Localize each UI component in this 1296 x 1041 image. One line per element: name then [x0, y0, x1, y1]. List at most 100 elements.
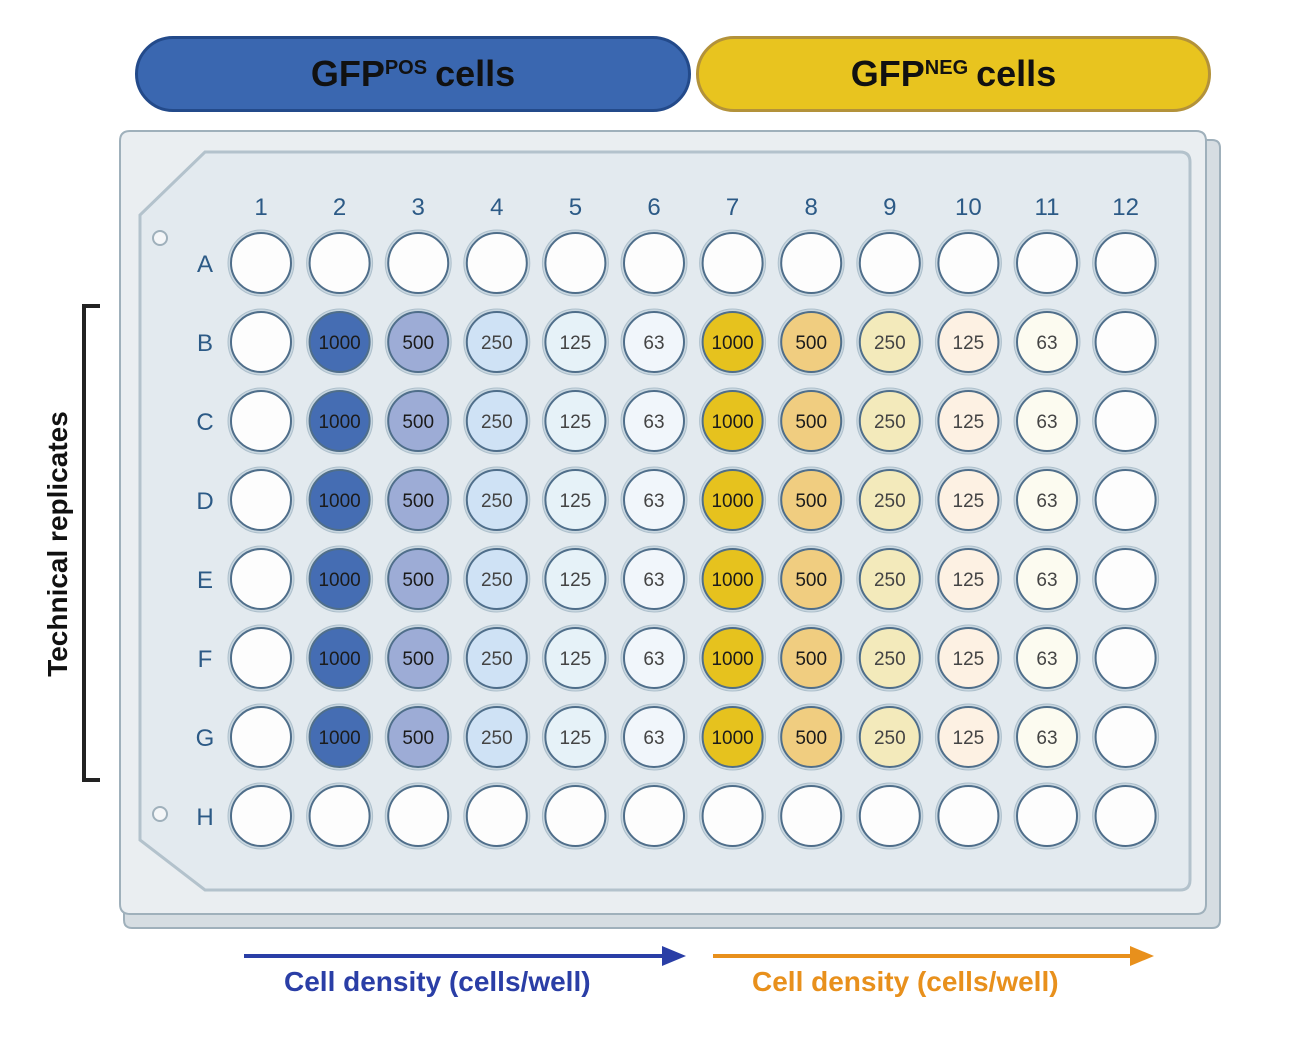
well-fill — [937, 390, 1000, 452]
row-label-D: D — [196, 488, 213, 515]
well-fill — [308, 390, 371, 452]
well-density-label: 63 — [643, 412, 664, 433]
well-density-label: 250 — [481, 333, 513, 354]
row-label-G: G — [196, 725, 215, 752]
plate-notch-bottom — [152, 806, 168, 822]
well-D11: 63 — [1013, 466, 1081, 534]
well-density-label: 250 — [481, 570, 513, 591]
well-F6: 63 — [620, 624, 688, 692]
well-fill — [858, 627, 921, 689]
well-fill — [623, 548, 685, 610]
well-fill — [308, 785, 371, 847]
column-label-4: 4 — [490, 194, 503, 221]
well-fill — [1016, 548, 1078, 610]
well-fill — [230, 627, 292, 689]
well-B9: 250 — [856, 308, 924, 376]
well-fill — [544, 311, 607, 373]
well-G3: 500 — [384, 703, 452, 771]
well-density-label: 1000 — [711, 491, 753, 512]
well-density-label: 250 — [481, 649, 513, 670]
well-density-label: 500 — [795, 570, 827, 591]
well-fill — [858, 469, 921, 531]
well-fill — [230, 548, 292, 610]
well-A4 — [463, 229, 531, 297]
well-fill — [387, 706, 450, 768]
well-H7 — [699, 782, 767, 850]
well-fill — [387, 311, 450, 373]
well-A1 — [227, 229, 295, 297]
well-density-label: 63 — [1036, 728, 1057, 749]
well-fill — [387, 548, 450, 610]
column-label-5: 5 — [569, 194, 582, 221]
well-fill — [308, 469, 371, 531]
well-C4: 250 — [463, 387, 531, 455]
well-fill — [623, 627, 685, 689]
well-C11: 63 — [1013, 387, 1081, 455]
well-D3: 500 — [384, 466, 452, 534]
gfp-neg-suffix: cells — [976, 53, 1057, 94]
well-fill — [230, 232, 292, 294]
well-fill — [623, 785, 685, 847]
well-E4: 250 — [463, 545, 531, 613]
well-density-label: 125 — [953, 728, 985, 749]
well-density-label: 63 — [1036, 570, 1057, 591]
well-density-label: 500 — [795, 649, 827, 670]
well-E8: 500 — [777, 545, 845, 613]
well-density-label: 1000 — [318, 728, 360, 749]
well-fill — [1016, 232, 1078, 294]
column-label-12: 12 — [1112, 194, 1139, 221]
well-density-label: 63 — [643, 570, 664, 591]
well-F1 — [227, 624, 295, 692]
well-E11: 63 — [1013, 545, 1081, 613]
well-density-label: 1000 — [318, 412, 360, 433]
column-label-8: 8 — [805, 194, 818, 221]
well-F4: 250 — [463, 624, 531, 692]
well-D1 — [227, 466, 295, 534]
well-H2 — [306, 782, 374, 850]
column-label-9: 9 — [883, 194, 896, 221]
column-labels: 1 2 3 4 5 6 7 8 9 10 11 12 — [254, 194, 1139, 221]
well-fill — [1016, 469, 1078, 531]
column-label-7: 7 — [726, 194, 739, 221]
well-D8: 500 — [777, 466, 845, 534]
well-density-label: 63 — [643, 649, 664, 670]
well-D2: 1000 — [306, 466, 374, 534]
gfp-neg-sup: NEG — [924, 56, 969, 79]
well-density-label: 63 — [1036, 333, 1057, 354]
well-A6 — [620, 229, 688, 297]
well-fill — [623, 311, 685, 373]
well-D9: 250 — [856, 466, 924, 534]
well-density-label: 63 — [643, 333, 664, 354]
well-E5: 125 — [541, 545, 609, 613]
well-density-label: 250 — [874, 570, 906, 591]
well-fill — [308, 311, 371, 373]
column-label-1: 1 — [254, 194, 267, 221]
well-H5 — [541, 782, 609, 850]
well-F10: 125 — [934, 624, 1002, 692]
well-fill — [780, 627, 843, 689]
well-F3: 500 — [384, 624, 452, 692]
well-density-label: 250 — [481, 412, 513, 433]
well-density-label: 250 — [874, 491, 906, 512]
well-E9: 250 — [856, 545, 924, 613]
well-fill — [465, 706, 528, 768]
replicates-bracket — [82, 304, 100, 782]
gfp-neg-base: GFP — [850, 53, 925, 94]
well-fill — [308, 706, 371, 768]
well-density-label: 125 — [953, 333, 985, 354]
well-C5: 125 — [541, 387, 609, 455]
well-B3: 500 — [384, 308, 452, 376]
well-density-label: 125 — [953, 570, 985, 591]
well-fill — [701, 785, 764, 847]
well-density-label: 63 — [1036, 649, 1057, 670]
density-arrow-pos — [244, 946, 686, 966]
row-label-F: F — [198, 646, 213, 673]
well-H9 — [856, 782, 924, 850]
well-density-label: 63 — [1036, 412, 1057, 433]
well-fill — [230, 785, 292, 847]
well-density-label: 250 — [874, 333, 906, 354]
well-density-label: 125 — [953, 412, 985, 433]
well-A10 — [934, 229, 1002, 297]
well-fill — [937, 232, 1000, 294]
